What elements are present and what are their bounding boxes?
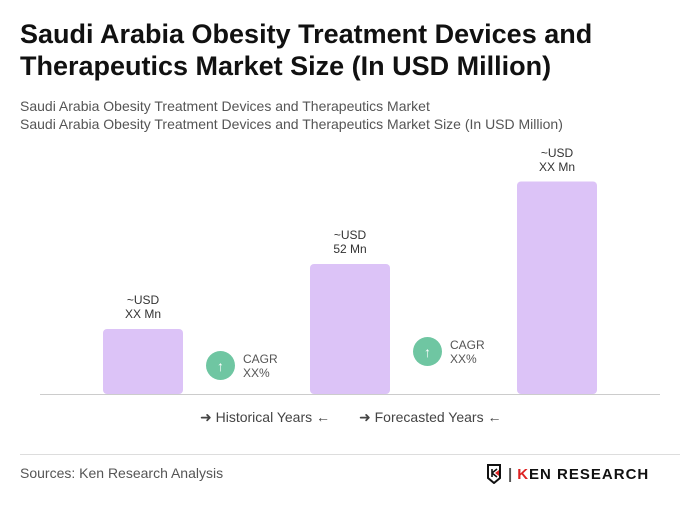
- data-label-line: ~USD: [333, 228, 367, 242]
- legend-label: Forecasted Years: [374, 409, 484, 425]
- data-label: ~USD XX Mn: [93, 293, 193, 321]
- cagr-badge-2: ↑ CAGR XX%: [413, 337, 485, 366]
- bar: [517, 181, 597, 394]
- data-label-line: XX Mn: [124, 307, 161, 321]
- cagr-value: XX%: [450, 351, 477, 366]
- data-label-line: 52 Mn: [333, 242, 367, 256]
- subtitle-2: Saudi Arabia Obesity Treatment Devices a…: [20, 116, 563, 132]
- bar: [310, 264, 390, 394]
- cagr-label: CAGR: [450, 337, 485, 352]
- cagr-badge-1: ↑ CAGR XX%: [206, 351, 278, 380]
- arrow-up-icon: ↑: [206, 351, 235, 380]
- sources: Sources: Ken Research Analysis: [20, 465, 224, 481]
- arrow-up-icon: ↑: [413, 337, 442, 366]
- data-label-line: ~USD: [126, 293, 160, 307]
- legend-historical: ➜ Historical Years ←: [200, 409, 331, 425]
- cagr-value: XX%: [243, 365, 270, 380]
- legend-forecasted: ➜ Forecasted Years ←: [359, 409, 502, 425]
- page-title: Saudi Arabia Obesity Treatment Devices a…: [20, 19, 593, 81]
- logo-icon: [487, 464, 501, 484]
- data-label-line: ~USD: [540, 145, 574, 160]
- bar: [103, 329, 183, 394]
- ken-research-logo: | K EN RESEARCH: [486, 464, 649, 484]
- divider: [20, 454, 680, 455]
- data-label: ~USD 52 Mn: [300, 228, 400, 256]
- data-label: ~USD XX Mn: [507, 146, 607, 174]
- data-label-line: XX Mn: [538, 159, 575, 174]
- legend-label: Historical Years: [215, 409, 313, 425]
- subtitle: Saudi Arabia Obesity Treatment Devices a…: [20, 98, 430, 114]
- cagr-label: CAGR: [243, 351, 278, 366]
